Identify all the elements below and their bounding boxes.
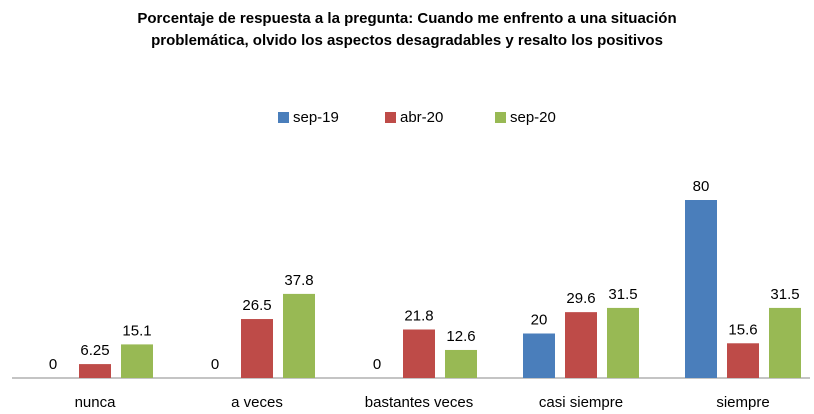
legend-label: abr-20 bbox=[400, 109, 443, 126]
data-label: 20 bbox=[531, 311, 548, 328]
bar bbox=[403, 329, 435, 378]
data-label: 80 bbox=[693, 178, 710, 195]
x-tick-label: a veces bbox=[231, 394, 283, 411]
bar bbox=[121, 344, 153, 378]
legend-swatch bbox=[385, 112, 396, 123]
data-label: 6.25 bbox=[80, 342, 109, 359]
bar bbox=[523, 333, 555, 378]
chart-title: Porcentaje de respuesta a la pregunta: C… bbox=[137, 10, 677, 49]
bar bbox=[283, 293, 315, 378]
x-tick-label: casi siempre bbox=[539, 394, 623, 411]
x-tick-label: bastantes veces bbox=[365, 394, 473, 411]
legend-swatch bbox=[278, 112, 289, 123]
bar bbox=[607, 307, 639, 378]
data-label: 26.5 bbox=[242, 297, 271, 314]
data-label: 0 bbox=[373, 356, 381, 373]
x-tick-label: siempre bbox=[716, 394, 769, 411]
data-label: 31.5 bbox=[770, 286, 799, 303]
data-label: 31.5 bbox=[608, 286, 637, 303]
legend-label: sep-19 bbox=[293, 109, 339, 126]
legend-label: sep-20 bbox=[510, 109, 556, 126]
data-label: 12.6 bbox=[446, 328, 475, 345]
bar bbox=[769, 307, 801, 378]
bar bbox=[241, 319, 273, 378]
bar bbox=[445, 349, 477, 378]
bar bbox=[727, 343, 759, 378]
data-label: 15.6 bbox=[728, 321, 757, 338]
data-label: 0 bbox=[49, 356, 57, 373]
x-tick-label: nunca bbox=[75, 394, 117, 411]
data-label: 15.1 bbox=[122, 322, 151, 339]
data-label: 21.8 bbox=[404, 307, 433, 324]
data-label: 37.8 bbox=[284, 272, 313, 289]
bar bbox=[565, 312, 597, 378]
data-label: 0 bbox=[211, 356, 219, 373]
data-label: 29.6 bbox=[566, 290, 595, 307]
legend-swatch bbox=[495, 112, 506, 123]
bar bbox=[685, 200, 717, 378]
bar bbox=[79, 364, 111, 378]
